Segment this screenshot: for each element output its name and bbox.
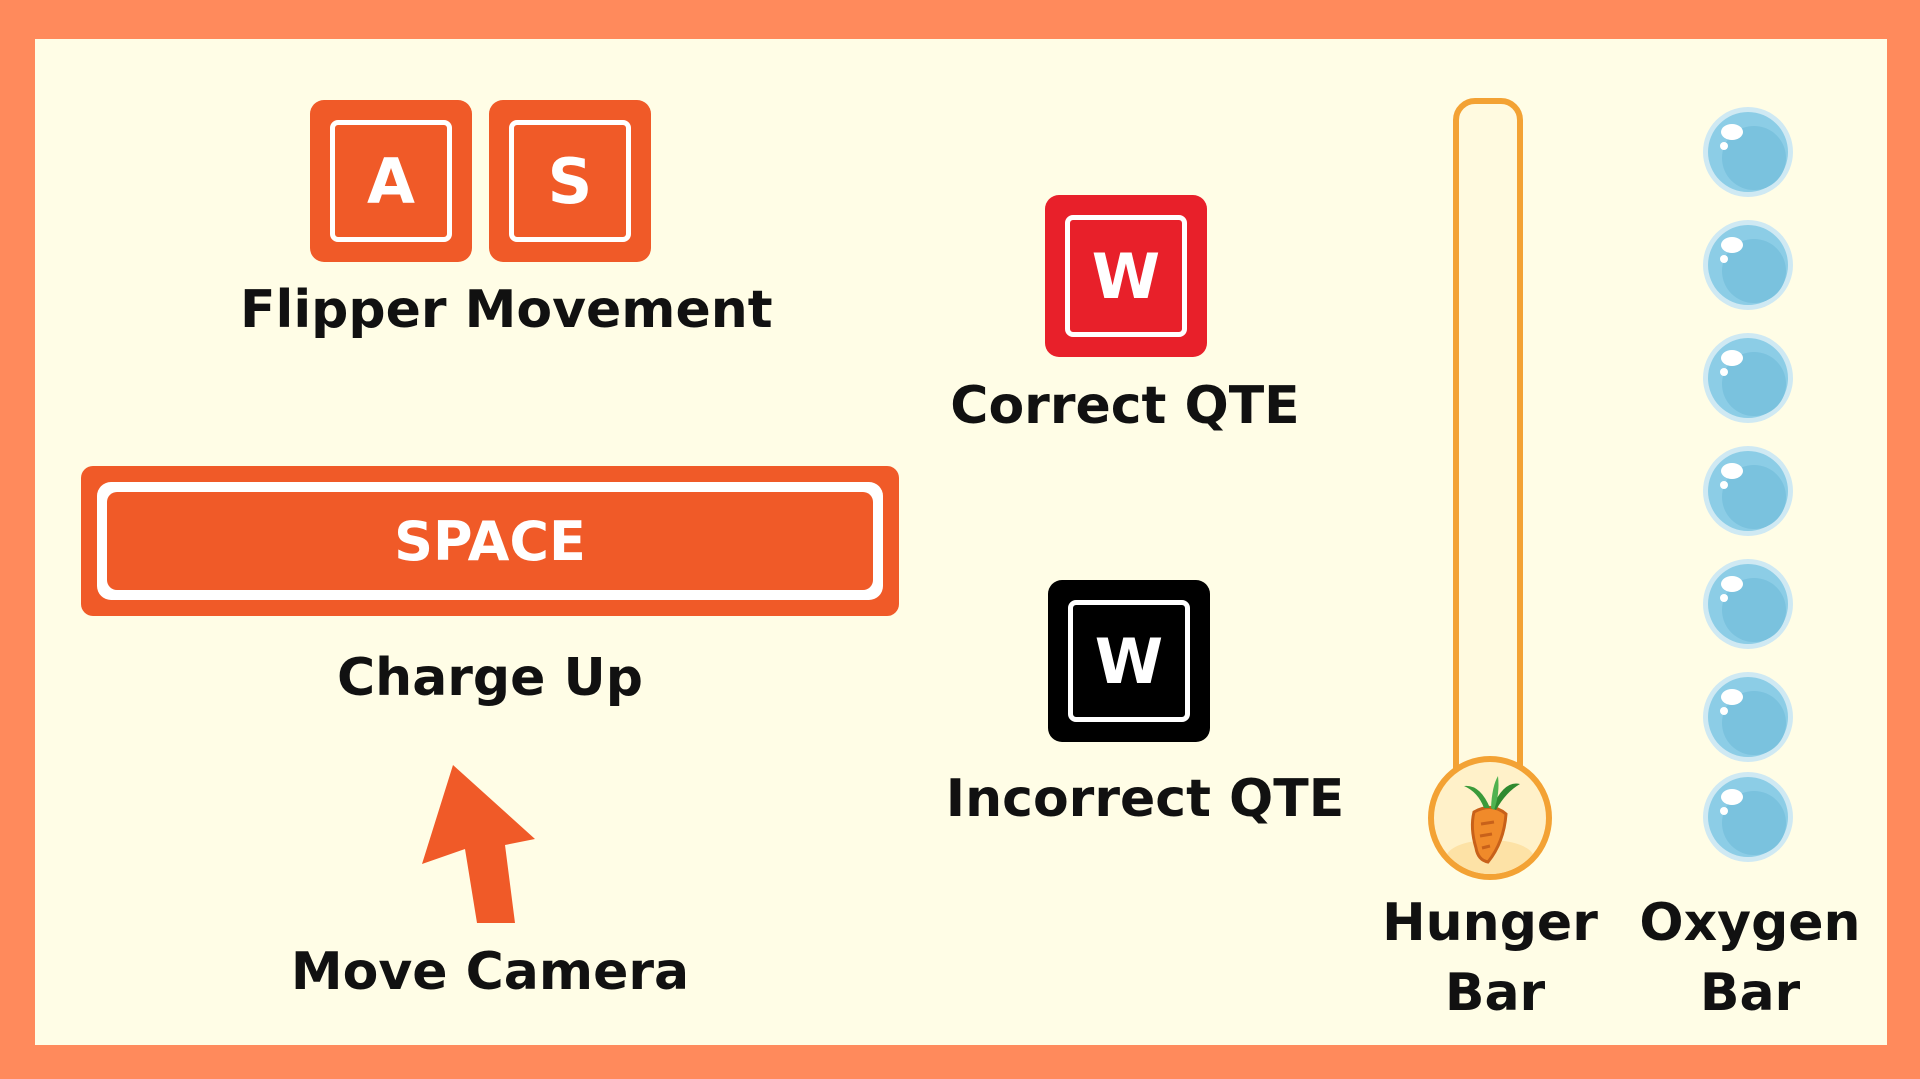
space-key: SPACE bbox=[81, 466, 899, 616]
flipper-movement-label: Flipper Movement bbox=[240, 280, 773, 340]
carrot-icon bbox=[1428, 756, 1552, 880]
correct-qte-key-label: W bbox=[1065, 215, 1187, 337]
oxygen-label-line2: Bar bbox=[1699, 963, 1801, 1023]
hunger-bar bbox=[1453, 98, 1523, 798]
charge-up-label: Charge Up bbox=[337, 648, 643, 708]
space-key-label: SPACE bbox=[107, 492, 873, 590]
incorrect-qte-key: W bbox=[1048, 580, 1210, 742]
bubble-icon bbox=[1703, 772, 1793, 862]
bubble-icon bbox=[1703, 220, 1793, 310]
arrow-up-left-icon bbox=[422, 765, 535, 923]
bubble-icon bbox=[1703, 446, 1793, 536]
bubble-icon bbox=[1703, 559, 1793, 649]
bubble-icon bbox=[1703, 107, 1793, 197]
incorrect-qte-label: Incorrect QTE bbox=[945, 769, 1345, 829]
key-s-label: S bbox=[509, 120, 631, 242]
hunger-label-line1: Hunger bbox=[1382, 893, 1598, 953]
correct-qte-label: Correct QTE bbox=[950, 376, 1300, 436]
correct-qte-key: W bbox=[1045, 195, 1207, 357]
move-camera-label: Move Camera bbox=[290, 942, 690, 1002]
oxygen-label-line1: Oxygen bbox=[1639, 893, 1861, 953]
key-a: A bbox=[310, 100, 472, 262]
space-key-border: SPACE bbox=[97, 482, 883, 600]
bubble-icon bbox=[1703, 333, 1793, 423]
bubble-icon bbox=[1703, 672, 1793, 762]
incorrect-qte-key-label: W bbox=[1068, 600, 1190, 722]
key-s: S bbox=[489, 100, 651, 262]
key-a-label: A bbox=[330, 120, 452, 242]
hunger-label-line2: Bar bbox=[1444, 963, 1546, 1023]
